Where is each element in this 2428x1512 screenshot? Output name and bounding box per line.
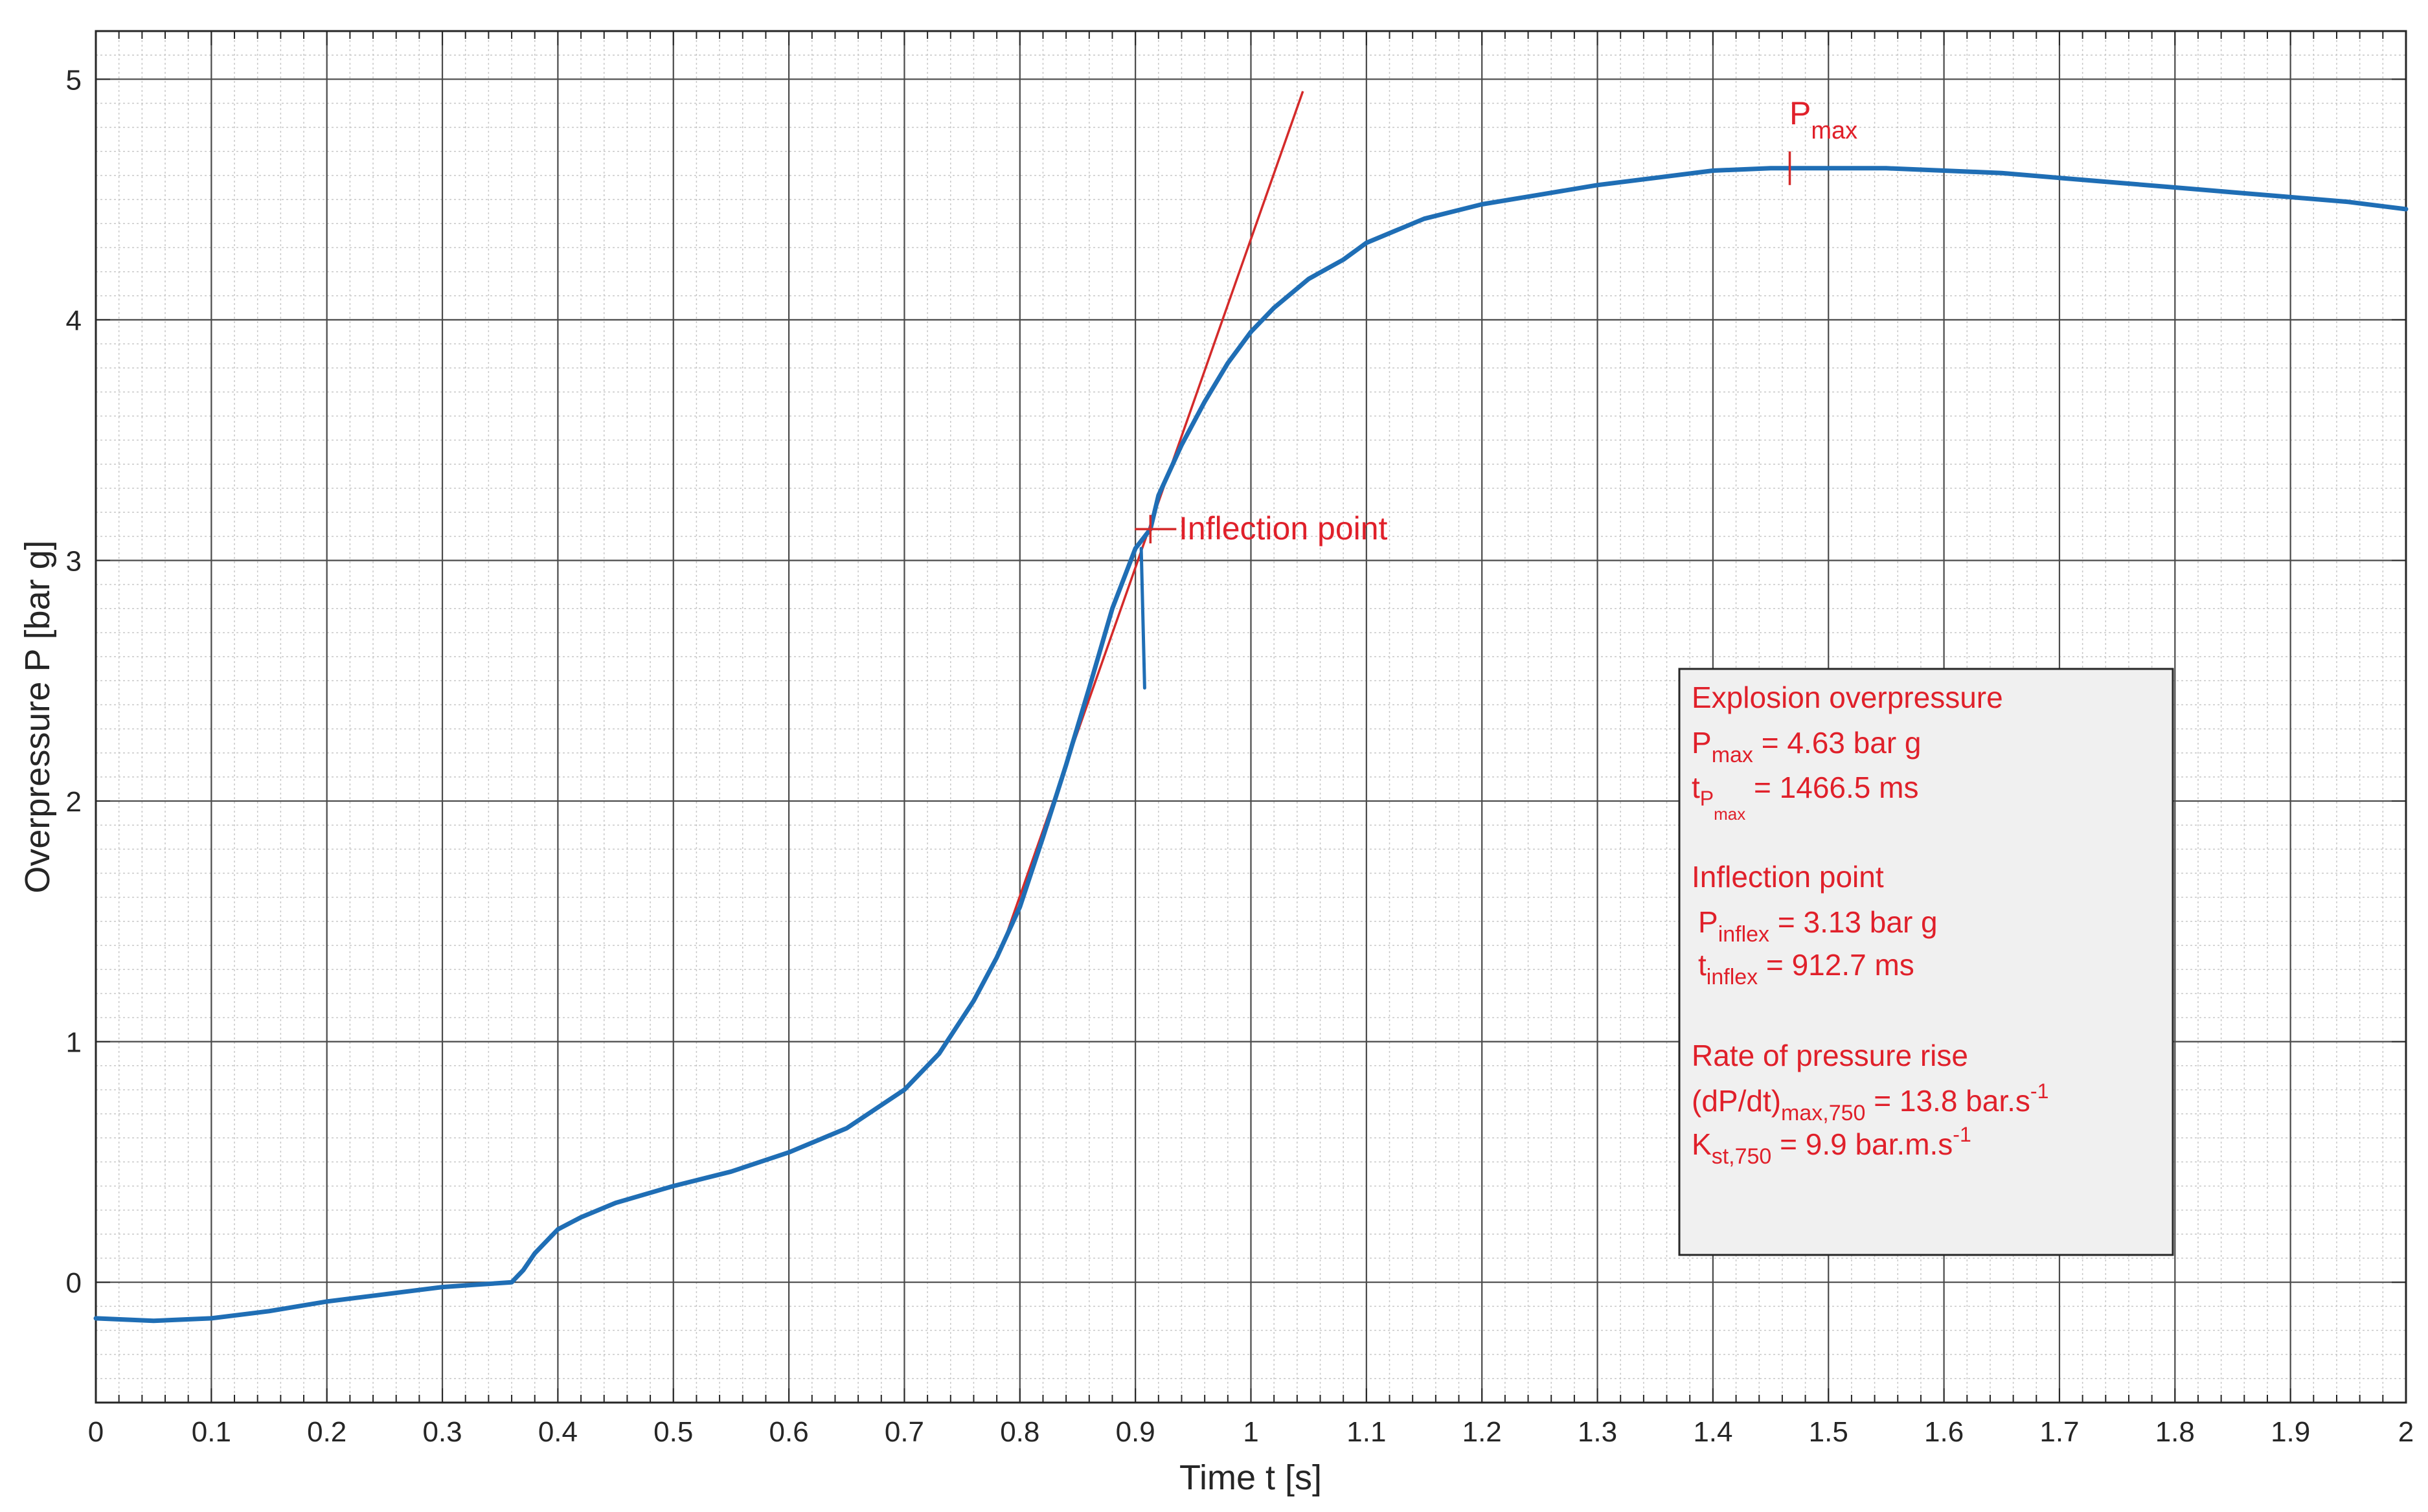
box-dpdt: (dP/dt)max,750 = 13.8 bar.s-1 — [1692, 1079, 2048, 1125]
x-tick-label: 1.7 — [2039, 1416, 2079, 1448]
box-dpdt-value: = 13.8 bar.s — [1865, 1084, 2030, 1118]
x-tick-label: 0.5 — [653, 1416, 693, 1448]
box-kst-value: = 9.9 bar.m.s — [1771, 1127, 1953, 1161]
box-pmax: Pmax = 4.63 bar g — [1692, 726, 1922, 767]
x-tick-label: 1.5 — [1809, 1416, 1848, 1448]
pmax-marker-symbol: P — [1789, 95, 1811, 131]
x-tick-label: 1.8 — [2155, 1416, 2195, 1448]
x-tick-label: 0.3 — [422, 1416, 462, 1448]
y-tick-labels: 0 1 2 3 4 5 — [66, 64, 82, 1299]
box-dpdt-symbol: (dP/dt) — [1692, 1084, 1781, 1118]
x-tick-label: 1.6 — [1924, 1416, 1964, 1448]
x-tick-label: 2 — [2398, 1416, 2414, 1448]
pmax-marker-sub: max — [1811, 117, 1857, 144]
box-kst-sup: -1 — [1953, 1123, 1971, 1146]
y-tick-label: 5 — [66, 64, 82, 96]
inflection-marker — [1135, 515, 1177, 544]
x-tick-label: 0.1 — [192, 1416, 231, 1448]
box-pinflex-symbol: P — [1698, 905, 1718, 939]
box-pmax-value: = 4.63 bar g — [1753, 726, 1922, 760]
x-tick-label: 0.9 — [1116, 1416, 1155, 1448]
box-tpmax-subsub: max — [1714, 804, 1745, 824]
y-tick-label: 3 — [66, 545, 82, 577]
x-tick-label: 1.3 — [1578, 1416, 1617, 1448]
axis-ticks — [95, 31, 2407, 1403]
y-tick-label: 4 — [66, 305, 82, 337]
box-tinflex: tinflex = 912.7 ms — [1698, 948, 1914, 989]
box-tpmax: tPmax = 1466.5 ms — [1692, 771, 1918, 824]
box-kst: Kst,750 = 9.9 bar.m.s-1 — [1692, 1123, 1971, 1169]
x-tick-label: 0.8 — [1000, 1416, 1039, 1448]
box-tpmax-symbol: t — [1692, 771, 1700, 804]
x-axis-label: Time t [s] — [1179, 1458, 1322, 1497]
box-heading-rate: Rate of pressure rise — [1692, 1039, 1968, 1072]
x-tick-label: 1 — [1243, 1416, 1258, 1448]
x-tick-labels: 0 0.1 0.2 0.3 0.4 0.5 0.6 0.7 0.8 0.9 1 1.1 1.2 1.3 1.… — [88, 1416, 2414, 1448]
box-pinflex: Pinflex = 3.13 bar g — [1698, 905, 1938, 947]
box-heading-inflection: Inflection point — [1692, 860, 1884, 894]
x-tick-label: 0.6 — [769, 1416, 809, 1448]
box-tpmax-value: = 1466.5 ms — [1745, 771, 1918, 804]
box-heading-overpressure: Explosion overpressure — [1692, 681, 2003, 714]
x-tick-label: 0.7 — [885, 1416, 924, 1448]
y-tick-label: 1 — [66, 1027, 82, 1059]
results-box-background — [1678, 668, 2174, 1256]
box-pmax-symbol: P — [1692, 726, 1712, 760]
box-tinflex-symbol: t — [1698, 948, 1707, 982]
pmax-marker-label: Pmax — [1789, 95, 1857, 144]
box-pmax-sub: max — [1712, 743, 1753, 767]
x-tick-label: 1.4 — [1693, 1416, 1732, 1448]
box-dpdt-sup: -1 — [2030, 1079, 2048, 1103]
pressure-spike — [1139, 547, 1146, 690]
y-tick-label: 2 — [66, 786, 82, 818]
x-tick-label: 0.2 — [307, 1416, 346, 1448]
box-tinflex-sub: inflex — [1707, 965, 1758, 989]
x-tick-label: 1.9 — [2271, 1416, 2310, 1448]
box-pinflex-value: = 3.13 bar g — [1769, 905, 1938, 939]
y-tick-label: 0 — [66, 1267, 82, 1299]
box-pinflex-sub: inflex — [1718, 922, 1769, 947]
box-dpdt-sub: max,750 — [1781, 1101, 1865, 1125]
x-tick-label: 1.2 — [1462, 1416, 1502, 1448]
inflection-marker-label: Inflection point — [1179, 510, 1388, 547]
series-layer — [93, 91, 2409, 1324]
box-kst-symbol: K — [1692, 1127, 1712, 1161]
x-tick-label: 0 — [88, 1416, 104, 1448]
x-tick-label: 1.1 — [1346, 1416, 1386, 1448]
box-kst-sub: st,750 — [1712, 1144, 1772, 1169]
x-tick-label: 0.4 — [538, 1416, 578, 1448]
y-axis-label: Overpressure P [bar g] — [18, 540, 57, 893]
results-box: Explosion overpressure Pmax = 4.63 bar g… — [1678, 668, 2174, 1256]
box-tpmax-sub: P — [1700, 787, 1714, 810]
box-tinflex-value: = 912.7 ms — [1758, 948, 1914, 982]
